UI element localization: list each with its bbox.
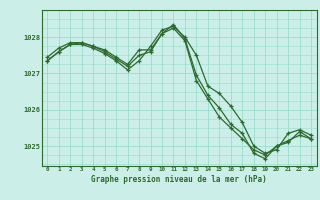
X-axis label: Graphe pression niveau de la mer (hPa): Graphe pression niveau de la mer (hPa) <box>91 175 267 184</box>
